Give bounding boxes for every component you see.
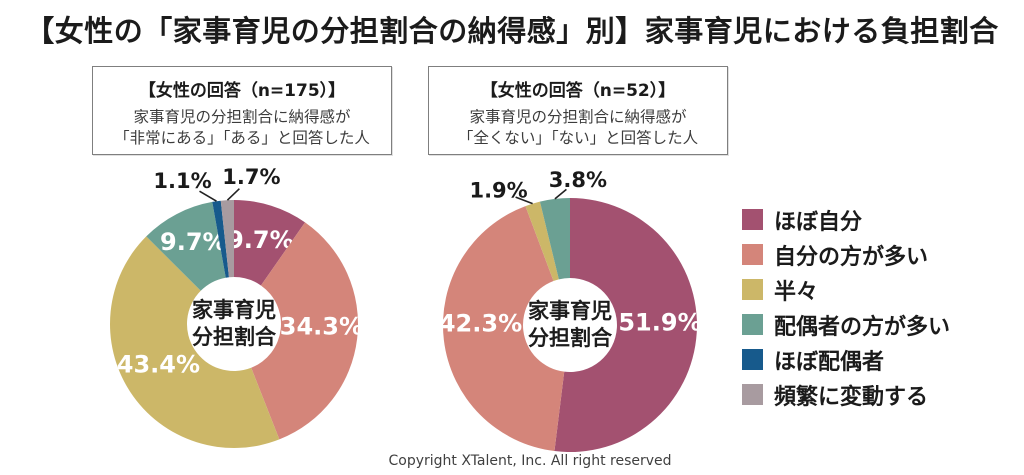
legend-swatch-mostly-self [742,209,763,230]
legend-label-half-half: 半々 [774,279,819,305]
slice-value-label-mostly-self: 51.9% [618,309,701,337]
chart-satisfied-header-line2: 「非常にある」「ある」と回答した人 [114,129,370,147]
donut-slice-half-half [525,201,559,281]
legend: ほぼ自分自分の方が多い 半々配偶者の方が多い ほぼ配偶者頻繁に変動する [742,208,950,418]
legend-item-self-more: 自分の方が多い [742,243,950,270]
slice-value-label-spouse-more: 3.8% [549,168,607,192]
chart-satisfied-center-label: 家事育児 分担割合 [192,297,276,351]
center-label-line2: 分担割合 [528,326,612,350]
slice-value-label-varies: 1.7% [222,165,280,189]
slice-value-label-half-half: 1.9% [469,179,527,203]
callout-line-spouse-more [554,188,567,200]
center-label-line1: 家事育児 [192,298,276,322]
slice-value-label-self-more: 34.3% [280,312,363,340]
chart-satisfied-header-box: 【女性の回答（n=175）】 家事育児の分担割合に納得感が 「非常にある」「ある… [92,66,392,155]
chart-unsatisfied-header-line2: 「全くない」「ない」と回答した人 [457,129,699,147]
callout-line-varies [226,188,240,201]
legend-label-spouse-more: 配偶者の方が多い [774,314,951,340]
donut-slice-spouse-more [146,201,226,291]
chart-unsatisfied-header-line1: 家事育児の分担割合に納得感が [469,108,687,126]
slice-value-label-spouse-more: 9.7% [160,228,227,256]
legend-item-mostly-self: ほぼ自分 [742,208,950,235]
chart-satisfied-header-line1: 家事育児の分担割合に納得感が [133,108,351,126]
center-label-line2: 分担割合 [192,325,276,349]
legend-swatch-spouse-more [742,314,763,335]
legend-label-varies: 頻繁に変動する [774,384,929,410]
legend-swatch-mostly-spouse [742,349,763,370]
page-title: 【女性の「家事育児の分担割合の納得感」別】家事育児における負担割合 [25,14,999,48]
legend-item-mostly-spouse: ほぼ配偶者 [742,348,950,375]
callout-line-half-half [515,196,533,205]
legend-item-half-half: 半々 [742,278,950,305]
legend-label-mostly-spouse: ほぼ配偶者 [774,349,885,375]
legend-item-varies: 頻繁に変動する [742,383,950,410]
legend-swatch-half-half [742,279,763,300]
chart-satisfied-header-title: 【女性の回答（n=175）】 [138,81,346,101]
donut-slice-mostly-spouse [212,200,229,278]
callout-line-mostly-spouse [199,190,217,202]
slice-value-label-self-more: 42.3% [439,310,522,338]
donut-slice-spouse-more [539,198,570,280]
legend-item-spouse-more: 配偶者の方が多い [742,313,950,340]
center-label-line1: 家事育児 [528,299,612,323]
donut-slice-varies [220,200,234,278]
legend-label-mostly-self: ほぼ自分 [774,209,863,235]
legend-swatch-varies [742,384,763,405]
chart-unsatisfied-header-title: 【女性の回答（n=52）】 [480,81,676,101]
slice-value-label-half-half: 43.4% [117,350,200,378]
slice-value-label-mostly-self: 9.7% [227,226,294,254]
chart-unsatisfied-header-box: 【女性の回答（n=52）】 家事育児の分担割合に納得感が 「全くない」「ない」と… [428,66,728,155]
slice-value-label-mostly-spouse: 1.1% [153,169,211,193]
donut-slice-mostly-self [234,200,306,286]
copyright-text: Copyright XTalent, Inc. All right reserv… [388,453,672,469]
legend-label-self-more: 自分の方が多い [774,244,929,270]
legend-swatch-self-more [742,244,763,265]
chart-unsatisfied-center-label: 家事育児 分担割合 [528,298,612,352]
